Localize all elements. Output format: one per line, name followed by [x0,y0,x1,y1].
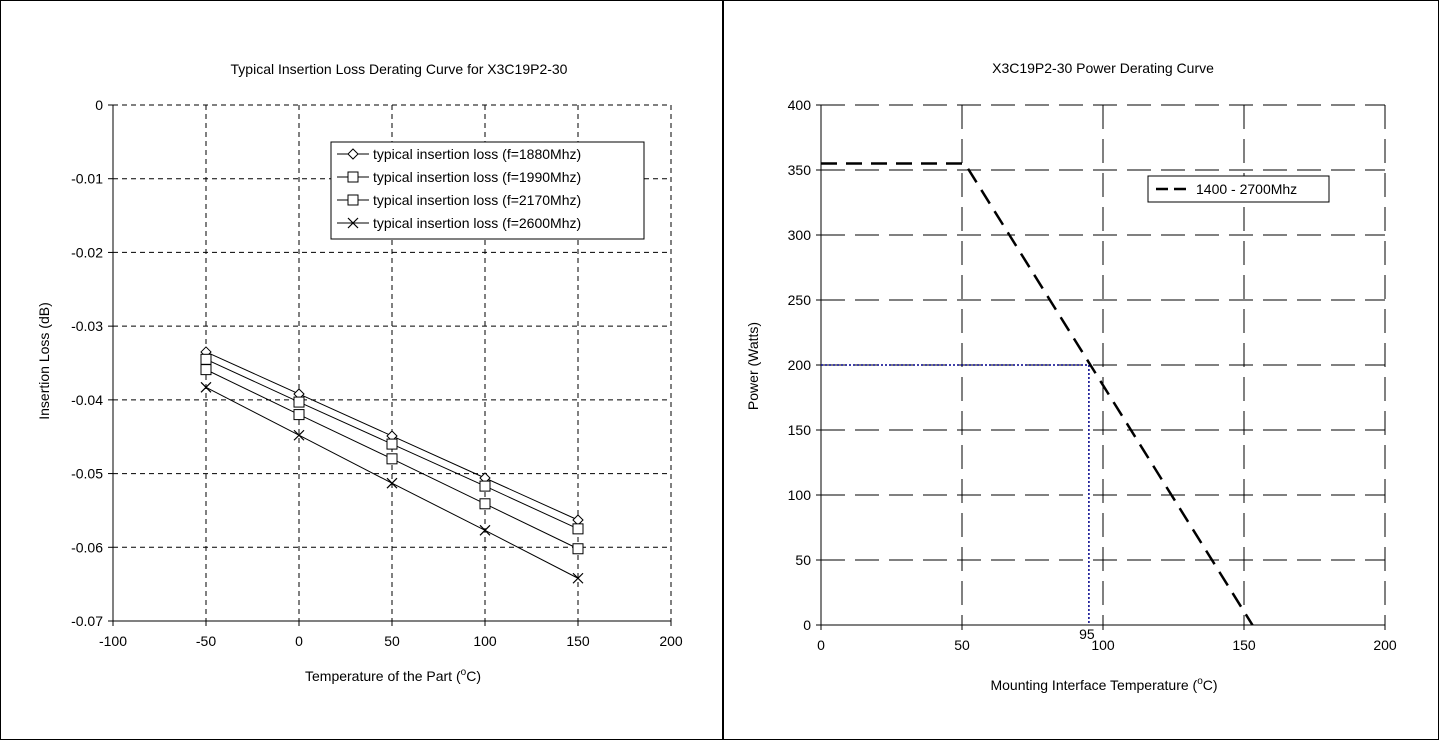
legend-label: typical insertion loss (f=1880Mhz) [373,146,581,162]
square-marker [293,396,305,408]
x-marker-stroke [200,381,212,393]
x-tick-label: 100 [473,633,497,649]
y-tick-label: -0.03 [71,318,103,334]
diamond-marker [347,148,359,160]
legend-label: typical insertion loss (f=1990Mhz) [373,169,581,185]
x-tick-label: 150 [566,633,590,649]
legend-entry: typical insertion loss (f=1880Mhz) [337,146,581,162]
x-marker-stroke [572,572,584,584]
legend-box [330,141,645,240]
x-tick-label: 50 [954,637,970,653]
power-derating-chart: 0 50 100 150 200 0 50 100 150 200 250 300 350 400 X3C… [745,60,1397,693]
square-marker [347,194,359,206]
x-tick-label: -50 [196,633,216,649]
square-marker [347,171,359,183]
legend: typical insertion loss (f=1880Mhz) typica… [330,141,645,240]
y-tick-label: 400 [788,97,812,113]
y-tick-label: 100 [788,487,812,503]
square-marker [479,498,491,510]
chart-title: X3C19P2-30 Power Derating Curve [992,60,1214,76]
x-tick-label: -100 [99,633,127,649]
x-marker-stroke [293,429,305,441]
x-tick-label: 50 [384,633,400,649]
reference-lines [821,364,1090,625]
y-tick-label: 0 [803,617,811,633]
unit-text: C) [1203,677,1218,693]
square-marker [572,523,584,535]
series-line [821,162,1254,626]
square-marker [386,438,398,450]
square-marker [200,353,212,365]
y-tick-label: -0.06 [71,539,103,555]
tick-labels: -100 -50 0 50 100 150 200 0 -0.01 -0.02 -0.03 -0.04… [71,97,683,649]
x-axis-label: Mounting Interface Temperature (oC) [990,676,1217,693]
y-axis-label: Power (Watts) [745,322,761,410]
y-tick-label: 0 [95,97,103,113]
x-tick-label: 200 [659,633,683,649]
annotation-label: 95 [1079,626,1095,642]
legend-entry: typical insertion loss (f=2170Mhz) [337,192,581,208]
square-marker [479,480,491,492]
y-tick-label: -0.05 [71,466,103,482]
x-tick-label: 0 [295,633,303,649]
x-tick-label: 200 [1373,637,1397,653]
series-group [200,346,584,584]
degree-superscript: o [1197,676,1203,687]
y-tick-label: -0.04 [71,392,103,408]
unit-text: C) [466,668,481,684]
x-tick-label: 150 [1232,637,1256,653]
chart-title: Typical Insertion Loss Derating Curve fo… [231,61,568,77]
y-tick-label: 150 [788,422,812,438]
tick-labels: 0 50 100 150 200 0 50 100 150 200 250 300 350 400 [788,97,1397,653]
data-series [200,353,584,535]
insertion-loss-chart: -100 -50 0 50 100 150 200 0 -0.01 -0.02 -0.03 -0.04… [36,61,683,684]
y-tick-label: 200 [788,357,812,373]
square-marker [200,364,212,376]
y-tick-label: 50 [795,552,811,568]
degree-superscript: o [461,667,467,678]
grid [821,104,1386,625]
square-marker [293,409,305,421]
y-tick-label: -0.07 [71,613,103,629]
x-tick-label: 100 [1091,637,1115,653]
right-chart-panel: 0 50 100 150 200 0 50 100 150 200 250 300 350 400 X3C… [722,0,1439,740]
legend-label: typical insertion loss (f=2170Mhz) [373,192,581,208]
x-axis-label: Temperature of the Part (oC) [305,667,481,684]
legend-label: typical insertion loss (f=2600Mhz) [373,215,581,231]
y-tick-label: 350 [788,162,812,178]
square-marker [386,453,398,465]
axes [108,104,672,626]
data-series [200,346,584,526]
legend-label: 1400 - 2700Mhz [1196,181,1297,197]
square-marker [572,543,584,555]
y-tick-label: 250 [788,292,812,308]
x-marker-stroke [386,477,398,489]
y-tick-label: -0.02 [71,244,103,260]
y-tick-label: 300 [788,227,812,243]
y-tick-label: -0.01 [71,171,103,187]
y-axis-label: Insertion Loss (dB) [36,302,52,420]
data-series [200,364,584,555]
x-marker-stroke [479,524,491,536]
annotations: 95 [1079,626,1095,642]
legend: 1400 - 2700Mhz [1147,175,1330,203]
x-tick-label: 0 [817,637,825,653]
series-group [821,162,1254,626]
left-chart-panel: -100 -50 0 50 100 150 200 0 -0.01 -0.02 -0.03 -0.04… [0,0,722,740]
legend-entry: typical insertion loss (f=1990Mhz) [337,169,581,185]
legend-entry: typical insertion loss (f=2600Mhz) [337,215,581,231]
x-marker-stroke [347,217,359,229]
data-series [200,381,584,584]
